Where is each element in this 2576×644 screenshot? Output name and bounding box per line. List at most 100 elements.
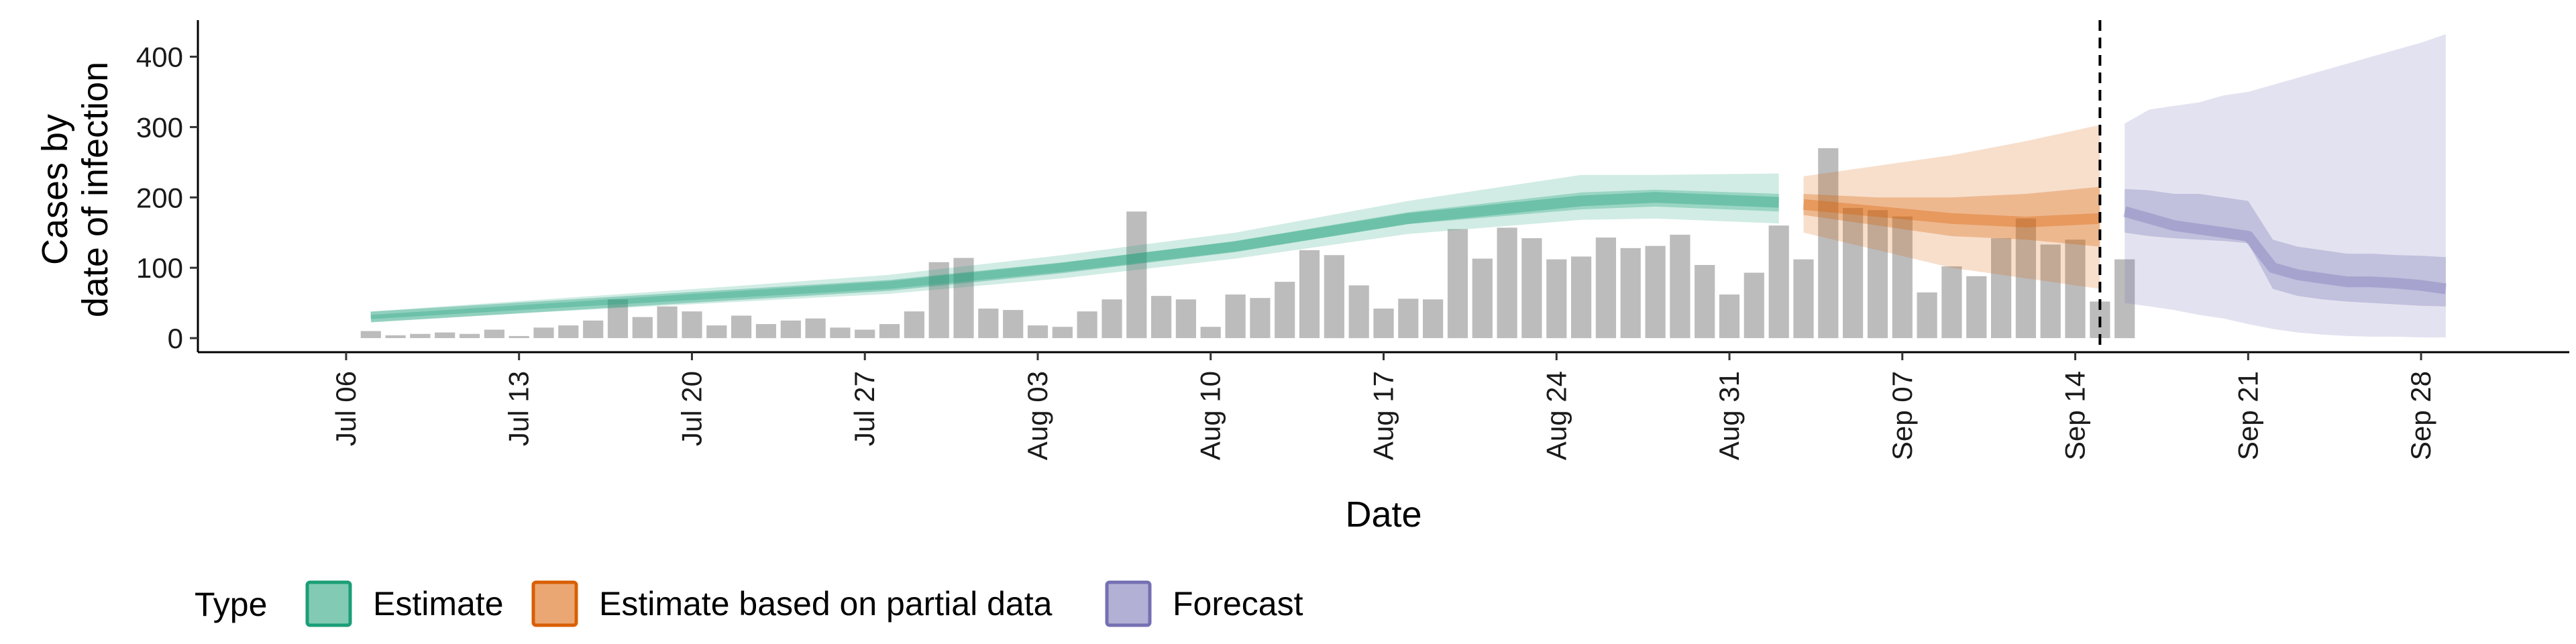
case-bar bbox=[1472, 258, 1493, 338]
y-axis-title-line: Cases by bbox=[35, 114, 75, 265]
case-bar bbox=[1348, 285, 1369, 339]
x-tick-label: Jul 13 bbox=[503, 371, 535, 446]
x-tick-label: Sep 21 bbox=[2232, 371, 2263, 460]
case-bar bbox=[2040, 244, 2061, 338]
forecast-legend-key bbox=[1105, 580, 1152, 627]
y-tick-label: 300 bbox=[136, 111, 183, 143]
case-bar bbox=[1966, 276, 1987, 338]
y-axis-ticks: 0 100 200 300 400 bbox=[136, 42, 198, 354]
case-bar bbox=[1991, 238, 2012, 338]
case-bar bbox=[533, 327, 554, 338]
case-bar bbox=[1595, 237, 1616, 339]
y-tick-label: 0 bbox=[168, 323, 183, 354]
case-bar bbox=[385, 335, 406, 338]
x-tick-label: Jul 27 bbox=[849, 371, 880, 446]
case-bar bbox=[657, 306, 678, 338]
y-tick-label: 200 bbox=[136, 182, 183, 213]
case-bar bbox=[1423, 299, 1444, 338]
case-bar bbox=[904, 311, 924, 339]
estimate-based-on-partial-data-median-line bbox=[1803, 199, 2100, 227]
y-axis-title: Cases by date of infection bbox=[35, 62, 115, 317]
estimate-bands bbox=[370, 34, 2447, 337]
case-bar bbox=[755, 324, 776, 339]
x-tick-label: Sep 28 bbox=[2405, 371, 2436, 460]
x-tick-label: Jul 20 bbox=[676, 371, 707, 446]
case-bar bbox=[1447, 229, 1468, 339]
case-bar bbox=[558, 325, 579, 338]
case-bar bbox=[805, 318, 826, 339]
case-bar bbox=[1126, 211, 1147, 339]
case-bar bbox=[1695, 265, 1715, 339]
case-bar bbox=[1670, 234, 1690, 339]
case-bar bbox=[780, 320, 801, 338]
forecast-legend-label: Forecast bbox=[1173, 585, 1303, 623]
y-tick-label: 400 bbox=[136, 42, 183, 73]
case-bar bbox=[1077, 311, 1097, 339]
case-bar bbox=[1052, 327, 1073, 338]
estimate-median-line bbox=[370, 192, 1780, 323]
case-bar bbox=[1867, 210, 1888, 339]
case-bar bbox=[2114, 259, 2135, 339]
x-tick-label: Sep 14 bbox=[2059, 371, 2091, 460]
case-bar bbox=[1719, 294, 1740, 338]
estimate-band-90 bbox=[370, 173, 1779, 322]
case-bar bbox=[1793, 259, 1814, 339]
x-tick-label: Aug 03 bbox=[1022, 371, 1053, 460]
case-bar bbox=[1941, 266, 1962, 339]
case-bar bbox=[435, 332, 455, 338]
case-bar bbox=[879, 324, 900, 339]
x-tick-label: Aug 17 bbox=[1368, 371, 1399, 460]
estimate-based-on-partial-data-legend-key bbox=[531, 580, 578, 627]
case-bar bbox=[706, 325, 727, 338]
reported-cases-bars bbox=[360, 148, 2135, 339]
estimate-based-on-partial-data-band-90 bbox=[1803, 125, 2100, 289]
case-bar bbox=[1620, 248, 1641, 338]
case-bar bbox=[2065, 239, 2086, 338]
case-bar bbox=[1571, 256, 1592, 339]
case-bar bbox=[1275, 282, 1295, 338]
case-bar bbox=[1003, 310, 1024, 338]
case-bar bbox=[1892, 216, 1913, 338]
x-axis-ticks: Jul 06 Jul 13 Jul 20 Jul 27 Aug 03 Aug 10 Aug … bbox=[330, 352, 2436, 460]
case-bar bbox=[928, 262, 949, 339]
case-bar bbox=[410, 333, 431, 338]
case-bar bbox=[2015, 218, 2036, 338]
forecast-band-90 bbox=[2125, 34, 2446, 337]
forecast-median-line bbox=[2123, 206, 2447, 294]
case-bar bbox=[607, 299, 629, 338]
case-bar bbox=[508, 335, 529, 338]
x-tick-label: Sep 07 bbox=[1886, 371, 1918, 460]
case-bar bbox=[1102, 299, 1122, 338]
case-bar bbox=[830, 327, 851, 338]
case-bar bbox=[1250, 298, 1271, 338]
case-bar bbox=[978, 309, 999, 338]
x-tick-label: Aug 31 bbox=[1713, 371, 1745, 460]
case-bar bbox=[1299, 250, 1320, 338]
case-bar bbox=[855, 329, 875, 338]
case-bar bbox=[1373, 309, 1394, 338]
case-bar bbox=[1917, 292, 1937, 339]
case-bar bbox=[1843, 208, 1864, 338]
legend-title: Type bbox=[195, 586, 267, 623]
x-tick-label: Aug 10 bbox=[1195, 371, 1226, 460]
case-bar bbox=[682, 311, 702, 339]
case-bar bbox=[953, 258, 974, 339]
case-bar bbox=[1151, 296, 1172, 338]
legend: Type Estimate Estimate based on partial d… bbox=[195, 580, 1303, 627]
case-bar bbox=[1324, 255, 1344, 339]
forecast-band-50 bbox=[2125, 189, 2446, 307]
estimate-band-50 bbox=[370, 189, 1779, 319]
case-bar bbox=[1398, 299, 1419, 338]
estimate-legend-key bbox=[305, 580, 352, 627]
case-bar bbox=[1175, 299, 1196, 338]
case-bar bbox=[1546, 259, 1567, 339]
y-tick-label: 100 bbox=[136, 252, 183, 284]
case-bar bbox=[1818, 148, 1839, 339]
case-bar bbox=[1768, 225, 1789, 338]
case-bar bbox=[1200, 327, 1221, 338]
case-bar bbox=[632, 317, 653, 339]
x-tick-label: Jul 06 bbox=[330, 371, 362, 446]
case-bar bbox=[1027, 325, 1049, 338]
case-bar bbox=[360, 331, 381, 338]
